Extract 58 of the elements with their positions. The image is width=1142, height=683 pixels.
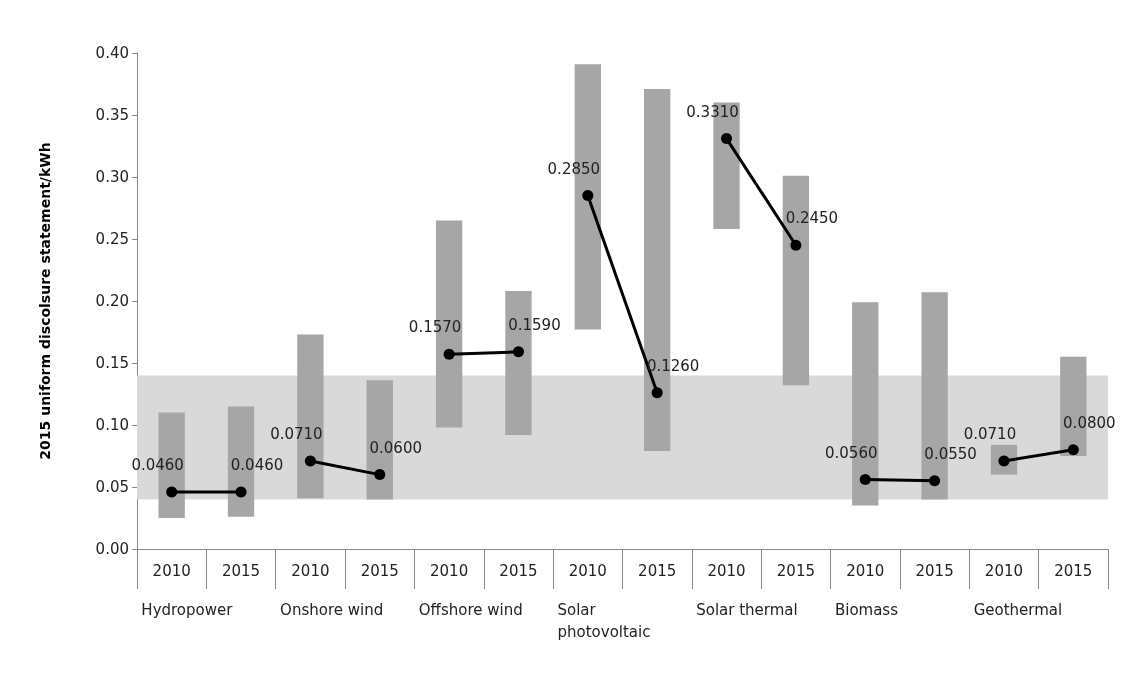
point bbox=[582, 190, 594, 202]
data-label: 0.1260 bbox=[646, 356, 700, 375]
data-label: 0.0600 bbox=[369, 438, 422, 457]
x-tick-label: 2010 bbox=[152, 561, 191, 580]
data-label: 0.0550 bbox=[924, 444, 977, 463]
data-label: 0.3310 bbox=[686, 102, 739, 121]
text: Solar thermal bbox=[696, 601, 798, 619]
y-tick-label: 0.30 bbox=[95, 168, 129, 186]
x-tick-label: 2015 bbox=[638, 561, 677, 580]
data-label: 0.0710 bbox=[270, 424, 323, 443]
x-tick-label: 2010 bbox=[846, 561, 885, 580]
x-tick-label: 2015 bbox=[1054, 561, 1093, 580]
point bbox=[721, 133, 733, 145]
data-label: 0.1590 bbox=[508, 315, 561, 334]
point bbox=[374, 469, 386, 481]
x-tick-label: 2015 bbox=[776, 561, 815, 580]
y-tick-label: 0.20 bbox=[95, 292, 129, 310]
point bbox=[790, 239, 802, 251]
y-tick-label: 0.00 bbox=[95, 540, 129, 558]
text: Onshore wind bbox=[280, 601, 384, 619]
data-label: 0.0710 bbox=[963, 424, 1017, 443]
x-tick-label: 2010 bbox=[291, 561, 330, 580]
x-tick-label: 2010 bbox=[430, 561, 469, 580]
data-label: 0.0800 bbox=[1063, 413, 1116, 432]
x-tick-label: 2015 bbox=[221, 561, 261, 580]
x-tick-label: 2010 bbox=[984, 561, 1024, 580]
y-axis-title: 2015 uniform discolsure statement/kWh bbox=[37, 142, 53, 460]
y-tick-label: 0.05 bbox=[95, 478, 129, 496]
x-tick-label: 2015 bbox=[499, 561, 538, 580]
data-label: 0.2450 bbox=[785, 209, 839, 228]
x-tick-label: 2015 bbox=[360, 561, 399, 580]
x-tick-label: 2015 bbox=[915, 561, 954, 580]
point bbox=[929, 475, 941, 487]
data-label: 0.0460 bbox=[230, 455, 284, 474]
point bbox=[304, 455, 316, 467]
text: Solar photovoltaic bbox=[557, 601, 651, 641]
x-tick-label: 2010 bbox=[707, 561, 746, 580]
point bbox=[859, 474, 871, 486]
point bbox=[512, 346, 524, 358]
data-label: 0.2850 bbox=[547, 159, 601, 178]
text: Offshore wind bbox=[418, 601, 523, 619]
data-label: 0.1570 bbox=[408, 318, 462, 337]
y-tick-label: 0.25 bbox=[95, 230, 129, 248]
point bbox=[166, 486, 178, 498]
y-tick-label: 0.35 bbox=[95, 106, 129, 124]
data-label: 0.0460 bbox=[131, 455, 184, 474]
y-tick-label: 0.10 bbox=[95, 416, 129, 434]
data-label: 0.0560 bbox=[825, 443, 878, 462]
point bbox=[1067, 444, 1079, 456]
y-tick-label: 0.40 bbox=[95, 44, 129, 62]
y-tick-label: 0.15 bbox=[95, 354, 129, 372]
text: Hydropower bbox=[141, 601, 234, 619]
text: Geothermal bbox=[973, 601, 1063, 619]
point bbox=[443, 348, 455, 360]
point bbox=[235, 486, 247, 498]
text: Biomass bbox=[834, 601, 899, 619]
point bbox=[651, 387, 663, 399]
x-tick-label: 2010 bbox=[568, 561, 607, 580]
